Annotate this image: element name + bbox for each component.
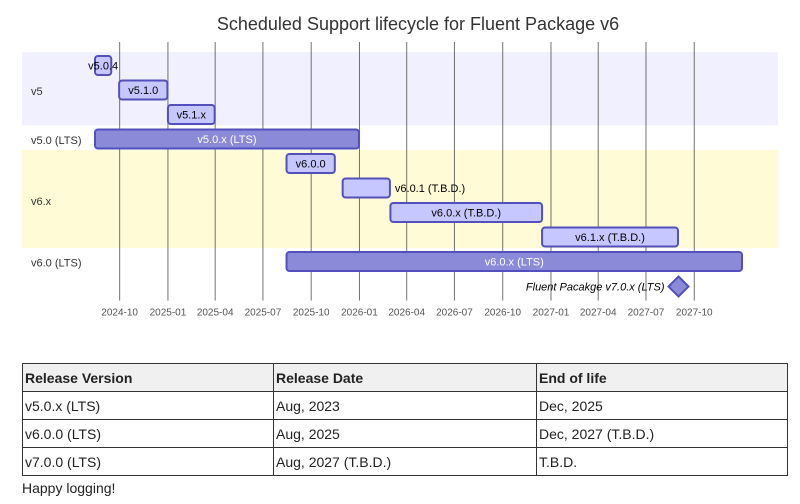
task-bar <box>341 177 391 199</box>
task-label: v5.0.4 <box>88 61 118 73</box>
task-label: v5.1.0 <box>128 85 158 97</box>
cell-end-of-life: Dec, 2025 <box>536 391 788 420</box>
milestone-label: Fluent Pacakge v7.0.x (LTS) <box>526 282 665 294</box>
x-tick-label: 2025-01 <box>150 308 187 319</box>
task-label: v6.0.x (T.B.D.) <box>431 208 501 220</box>
table-row: v6.0.0 (LTS) Aug, 2025 Dec, 2027 (T.B.D.… <box>22 419 788 448</box>
task-bar <box>118 79 169 101</box>
x-tick-label: 2024-10 <box>101 308 138 319</box>
release-table: Release Version Release Date End of life… <box>22 363 788 476</box>
task-label: v6.1.x (T.B.D.) <box>575 232 645 244</box>
cell-release-date: Aug, 2025 <box>273 419 537 448</box>
cell-end-of-life: Dec, 2027 (T.B.D.) <box>536 419 788 448</box>
cell-end-of-life: T.B.D. <box>536 447 788 476</box>
x-tick-label: 2025-07 <box>245 308 282 319</box>
gantt-chart: Scheduled Support lifecycle for Fluent P… <box>22 14 778 319</box>
cell-version: v5.0.x (LTS) <box>22 391 274 420</box>
x-tick-label: 2026-01 <box>341 308 378 319</box>
cell-version: v6.0.0 (LTS) <box>22 419 274 448</box>
header-end-of-life: End of life <box>536 363 788 392</box>
task-bar <box>389 202 544 223</box>
task-bar <box>285 153 336 174</box>
task-label: v5.1.x <box>177 110 207 122</box>
cell-release-date: Aug, 2027 (T.B.D.) <box>273 447 537 476</box>
footer-text: Happy logging! <box>22 480 116 496</box>
table-header-row: Release Version Release Date End of life <box>22 363 788 392</box>
x-tick-label: 2027-04 <box>580 308 617 319</box>
cell-version: v7.0.0 (LTS) <box>22 447 274 476</box>
header-release-version: Release Version <box>22 363 274 392</box>
task-bar <box>285 251 743 272</box>
header-release-date: Release Date <box>273 363 537 392</box>
task-label: v6.0.x (LTS) <box>485 257 544 269</box>
table-row: v5.0.x (LTS) Aug, 2023 Dec, 2025 <box>22 391 788 420</box>
section-label: v6.x <box>31 196 52 208</box>
x-tick-label: 2026-07 <box>436 308 473 319</box>
table-row: v7.0.0 (LTS) Aug, 2027 (T.B.D.) T.B.D. <box>22 447 788 476</box>
task-bar <box>94 55 113 76</box>
section-label: v5.0 (LTS) <box>31 135 82 147</box>
x-tick-label: 2027-10 <box>676 308 713 319</box>
x-tick-label: 2026-10 <box>484 308 521 319</box>
x-tick-label: 2025-10 <box>293 308 330 319</box>
task-bar <box>166 104 216 125</box>
section-label: v6.0 (LTS) <box>31 257 82 269</box>
section-label: v5 <box>31 86 43 98</box>
x-tick-label: 2027-07 <box>628 308 665 319</box>
task-label: v5.0.x (LTS) <box>197 134 256 146</box>
x-tick-label: 2025-04 <box>197 308 234 319</box>
chart-title: Scheduled Support lifecycle for Fluent P… <box>217 14 619 34</box>
task-bar <box>541 226 679 248</box>
task-bar <box>94 128 360 150</box>
task-label: v6.0.0 <box>296 159 326 171</box>
cell-release-date: Aug, 2023 <box>273 391 537 420</box>
x-tick-label: 2027-01 <box>533 308 570 319</box>
x-tick-label: 2026-04 <box>388 308 425 319</box>
task-label: v6.0.1 (T.B.D.) <box>395 183 465 195</box>
milestone-diamond <box>667 275 690 298</box>
